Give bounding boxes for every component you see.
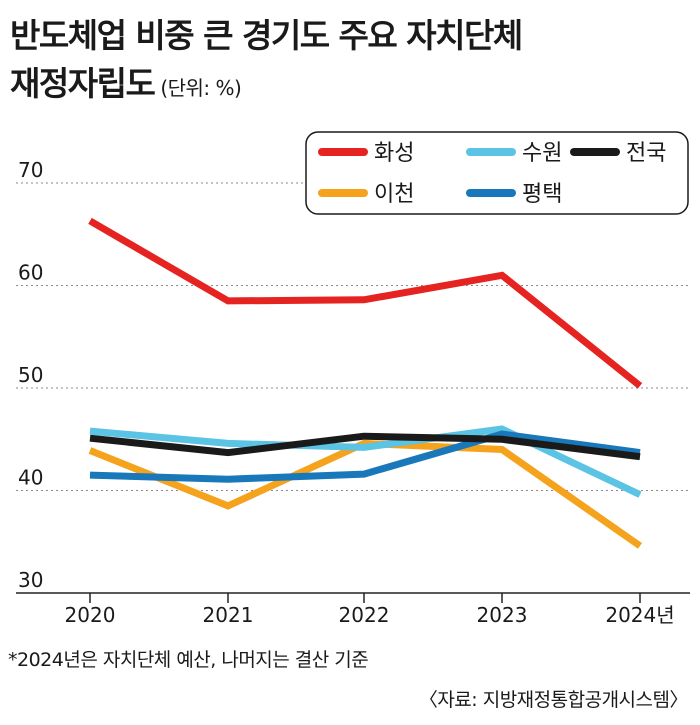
unit-label: (단위: %) [160, 76, 242, 100]
source-note: 〈자료: 지방재정통합공개시스템〉 [418, 689, 689, 711]
x-tick-label-2: 2022 [339, 603, 390, 627]
y-tick-label-70: 70 [18, 158, 43, 182]
y-tick-label-60: 60 [18, 261, 43, 285]
y-tick-label-50: 50 [18, 363, 43, 387]
footnote: *2024년은 자치단체 예산, 나머지는 결산 기준 [8, 649, 369, 671]
series-line-수원 [89, 425, 642, 498]
y-tick-label-40: 40 [18, 466, 43, 490]
x-tick-label-4: 2024년 [605, 603, 674, 627]
chart-title: 반도체업 비중 큰 경기도 주요 자치단체 재정자립도 (단위: %) [10, 12, 523, 112]
legend-label-수원: 수원 [522, 141, 562, 166]
series-line-화성 [88, 217, 643, 389]
title-line-1: 반도체업 비중 큰 경기도 주요 자치단체 [10, 16, 523, 55]
x-tick-label-3: 2023 [477, 603, 528, 627]
y-tick-label-30: 30 [18, 568, 43, 592]
x-tick-label-0: 2020 [65, 603, 116, 627]
series-line-이천 [88, 439, 643, 549]
series-line-평택 [89, 430, 641, 483]
legend-label-화성: 화성 [374, 141, 414, 166]
title-line-2: 재정자립도 [10, 64, 156, 103]
legend-label-전국: 전국 [626, 141, 666, 166]
series-line-전국 [89, 432, 641, 461]
x-tick-label-1: 2021 [203, 603, 254, 627]
legend-label-이천: 이천 [374, 182, 414, 207]
legend-label-평택: 평택 [522, 182, 562, 207]
